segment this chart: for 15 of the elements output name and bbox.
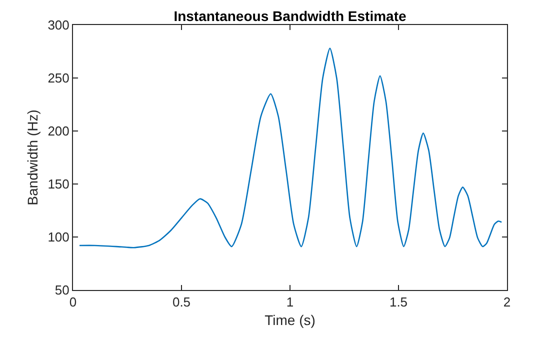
y-tick-label: 200 <box>48 124 70 139</box>
y-tick-label: 300 <box>48 18 70 33</box>
x-tick-label: 2 <box>503 294 511 310</box>
y-tick-label: 100 <box>48 230 70 245</box>
x-tick-label: 0 <box>69 294 77 310</box>
x-tick-label: 0.5 <box>172 294 191 310</box>
y-axis-title: Bandwidth (Hz) <box>24 110 40 206</box>
chart-title: Instantaneous Bandwidth Estimate <box>174 8 407 24</box>
x-tick-label: 1.5 <box>389 294 408 310</box>
x-axis-title: Time (s) <box>264 312 316 328</box>
y-tick-label: 150 <box>48 176 70 192</box>
y-tick-label: 50 <box>54 282 70 298</box>
line-series <box>78 48 502 248</box>
x-tick-label: 1 <box>286 294 294 310</box>
y-tick-label: 250 <box>48 70 70 86</box>
